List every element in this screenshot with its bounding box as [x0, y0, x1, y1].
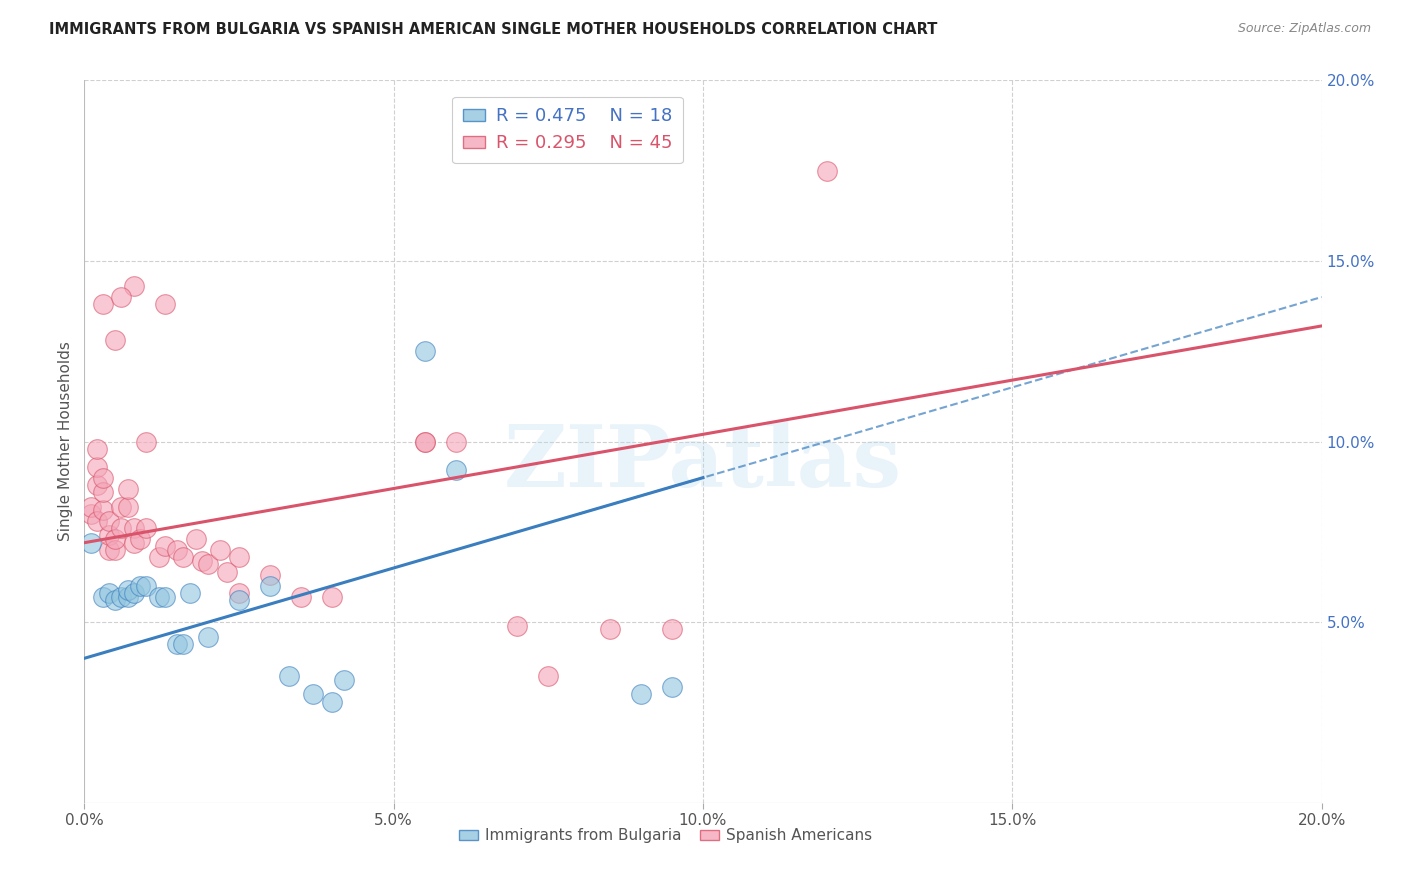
Point [228, 550, 250, 565]
Point [166, 637, 188, 651]
Point [129, 579, 152, 593]
Point [110, 521, 132, 535]
Point [122, 535, 145, 549]
Point [259, 579, 281, 593]
Point [86, 442, 108, 456]
Point [104, 532, 127, 546]
Point [277, 669, 299, 683]
Point [117, 582, 139, 597]
Point [413, 434, 436, 449]
Text: IMMIGRANTS FROM BULGARIA VS SPANISH AMERICAN SINGLE MOTHER HOUSEHOLDS CORRELATIO: IMMIGRANTS FROM BULGARIA VS SPANISH AMER… [49, 22, 938, 37]
Point [79, 500, 101, 514]
Point [333, 673, 356, 687]
Point [172, 637, 194, 651]
Point [661, 623, 683, 637]
Point [290, 590, 312, 604]
Point [444, 434, 467, 449]
Point [91, 471, 114, 485]
Point [110, 500, 132, 514]
Point [444, 463, 467, 477]
Point [172, 550, 194, 565]
Point [148, 590, 170, 604]
Point [815, 163, 838, 178]
Point [122, 586, 145, 600]
Point [661, 680, 683, 694]
Point [110, 290, 132, 304]
Point [153, 539, 176, 553]
Point [197, 630, 219, 644]
Point [86, 478, 108, 492]
Point [209, 542, 232, 557]
Point [98, 514, 121, 528]
Text: Source: ZipAtlas.com: Source: ZipAtlas.com [1237, 22, 1371, 36]
Point [79, 535, 101, 549]
Point [104, 593, 127, 607]
Point [79, 507, 101, 521]
Point [321, 695, 343, 709]
Point [122, 521, 145, 535]
Point [599, 623, 621, 637]
Point [104, 542, 127, 557]
Point [166, 542, 188, 557]
Point [184, 532, 207, 546]
Point [228, 593, 250, 607]
Point [122, 279, 145, 293]
Point [117, 590, 139, 604]
Point [117, 500, 139, 514]
Point [91, 590, 114, 604]
Point [98, 542, 121, 557]
Point [86, 514, 108, 528]
Legend: Immigrants from Bulgaria, Spanish Americans: Immigrants from Bulgaria, Spanish Americ… [453, 822, 879, 849]
Point [153, 297, 176, 311]
Point [91, 485, 114, 500]
Point [191, 554, 214, 568]
Point [86, 459, 108, 474]
Point [104, 334, 127, 348]
Point [321, 590, 343, 604]
Y-axis label: Single Mother Households: Single Mother Households [58, 342, 73, 541]
Point [129, 532, 152, 546]
Point [91, 297, 114, 311]
Point [302, 687, 325, 701]
Point [259, 568, 281, 582]
Point [413, 344, 436, 359]
Point [135, 434, 157, 449]
Point [148, 550, 170, 565]
Point [135, 521, 157, 535]
Point [117, 482, 139, 496]
Point [98, 586, 121, 600]
Point [179, 586, 201, 600]
Point [197, 558, 219, 572]
Text: ZIPatlas: ZIPatlas [503, 421, 903, 505]
Point [228, 586, 250, 600]
Point [215, 565, 238, 579]
Point [91, 503, 114, 517]
Point [537, 669, 560, 683]
Point [413, 434, 436, 449]
Point [98, 528, 121, 542]
Point [506, 619, 529, 633]
Point [110, 590, 132, 604]
Point [153, 590, 176, 604]
Point [630, 687, 652, 701]
Point [135, 579, 157, 593]
